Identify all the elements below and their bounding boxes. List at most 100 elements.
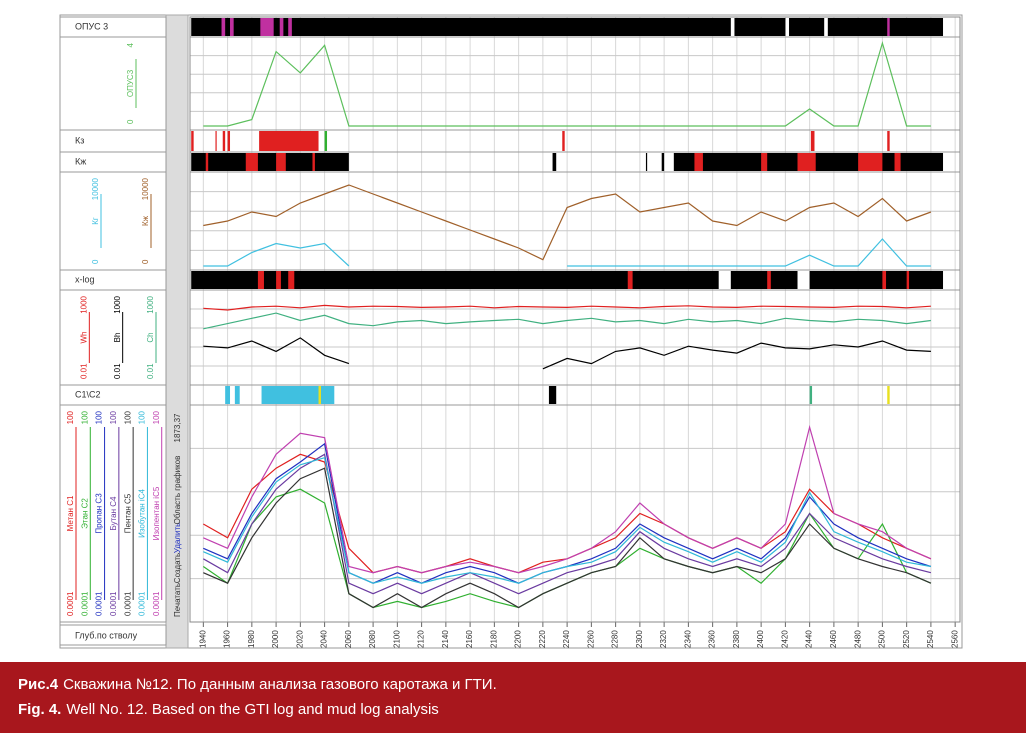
curve	[203, 453, 932, 595]
curve	[203, 424, 932, 574]
track-interval	[276, 153, 286, 171]
track-interval	[279, 18, 284, 36]
track-interval	[887, 131, 890, 151]
track-interval	[276, 271, 281, 289]
x-tick-label: 2140	[441, 630, 450, 648]
track-interval	[234, 386, 240, 404]
x-tick-label: 2240	[562, 630, 571, 648]
scale-max: 100	[95, 410, 104, 424]
caption-en: Fig. 4. Well No. 12. Based on the GTI log…	[18, 701, 439, 718]
toolbar-button[interactable]: Удалить	[173, 523, 182, 554]
x-tick-label: 2360	[708, 630, 717, 648]
x-tick-label: 2420	[780, 630, 789, 648]
track-interval	[191, 18, 731, 36]
scale-max: 100	[66, 410, 75, 424]
curve	[203, 312, 931, 330]
track-interval	[227, 131, 231, 151]
scale-max: 1000	[79, 295, 88, 313]
series-name: Кг	[91, 217, 100, 225]
curve	[203, 40, 931, 127]
track-interval	[288, 18, 292, 36]
toolbar-button[interactable]: Печатать	[173, 583, 182, 617]
series-name: Изобутан iC4	[138, 489, 147, 538]
track-interval	[259, 131, 319, 151]
toolbar-button[interactable]: Создать	[173, 553, 182, 583]
scale-max: 100	[123, 410, 132, 424]
scale-min: 0	[91, 259, 100, 264]
scale-min: 0.0001	[152, 591, 161, 616]
curve	[203, 467, 932, 609]
series-name: Пропан C3	[95, 493, 104, 534]
x-tick-label: 2340	[683, 630, 692, 648]
track-title: Кз	[75, 135, 84, 145]
track-interval	[734, 18, 786, 36]
x-tick-label: 2460	[829, 630, 838, 648]
track-interval	[827, 18, 944, 36]
x-tick-label: 2000	[271, 630, 280, 648]
track-interval	[191, 271, 719, 289]
track-interval	[882, 271, 887, 289]
toolbar-button[interactable]: Область графиков	[173, 456, 182, 525]
track-title: Кж	[75, 156, 86, 166]
track-interval	[645, 153, 648, 171]
scale-min: 0.0001	[95, 591, 104, 616]
track-interval	[887, 386, 890, 404]
track-interval	[789, 18, 825, 36]
x-tick-label: 2480	[853, 630, 862, 648]
series-name: Wh	[79, 332, 88, 344]
track-interval	[562, 131, 565, 151]
curve	[203, 304, 931, 311]
x-tick-label: 1960	[223, 630, 232, 648]
scale-max: 10000	[141, 177, 150, 200]
track-interval	[906, 271, 910, 289]
track-interval	[694, 153, 703, 171]
series-name: Изопентан iC5	[152, 486, 161, 540]
series-name: Кж	[141, 215, 150, 226]
x-tick-label: 2500	[878, 630, 887, 648]
x-tick-label: 2080	[368, 630, 377, 648]
track-interval	[225, 386, 231, 404]
track-interval	[222, 131, 226, 151]
track-interval	[810, 131, 815, 151]
x-tick-label: 2060	[344, 630, 353, 648]
track-interval	[318, 386, 321, 404]
curve	[203, 184, 932, 261]
toolbar-depth: 1873,37	[173, 413, 182, 442]
track-title: ОПУС 3	[75, 21, 108, 31]
scale-max: 4	[126, 42, 135, 47]
scale-min: 0.01	[146, 363, 155, 379]
x-tick-label: 2200	[514, 630, 523, 648]
x-tick-label: 2280	[611, 630, 620, 648]
track-interval	[767, 271, 771, 289]
x-tick-label: 2220	[538, 630, 547, 648]
series-name: Этан C2	[80, 498, 89, 529]
grid	[202, 17, 956, 622]
track-interval	[205, 153, 209, 171]
track-interval	[312, 153, 315, 171]
track-interval	[809, 271, 944, 289]
scale-max: 10000	[91, 177, 100, 200]
track-interval	[627, 271, 633, 289]
track-interval	[858, 153, 883, 171]
track-interval	[191, 153, 349, 171]
caption-ru-label: Рис.4	[18, 676, 59, 693]
caption-ru-text: Скважина №12. По данным анализа газового…	[63, 676, 497, 693]
caption-band	[0, 662, 1026, 733]
track-interval	[260, 18, 274, 36]
track-interval	[245, 153, 258, 171]
x-tick-label: 2160	[465, 630, 474, 648]
x-tick-label: 2260	[586, 630, 595, 648]
track-interval	[552, 153, 557, 171]
x-tick-label: 2560	[950, 630, 959, 648]
track-interval	[887, 18, 890, 36]
scale-max: 100	[138, 410, 147, 424]
curve	[203, 337, 931, 370]
curve	[203, 238, 931, 267]
x-tick-label: 2440	[805, 630, 814, 648]
caption-en-text: Well No. 12. Based on the GTI log and mu…	[66, 701, 438, 718]
series-name: Метан C1	[66, 495, 75, 531]
x-tick-label: 2040	[320, 630, 329, 648]
series-name: Ch	[146, 332, 155, 342]
panel-label-cell	[59, 404, 167, 623]
